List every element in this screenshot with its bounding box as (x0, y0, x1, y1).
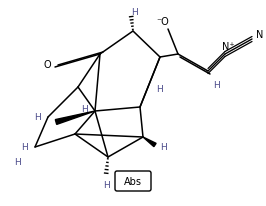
Text: H: H (156, 85, 162, 94)
Text: H: H (21, 143, 27, 152)
Text: H: H (213, 81, 219, 90)
FancyBboxPatch shape (115, 171, 151, 191)
Text: H: H (81, 104, 87, 113)
Text: N: N (256, 30, 264, 40)
Text: H: H (103, 181, 109, 190)
Polygon shape (143, 137, 156, 147)
Text: H: H (160, 143, 166, 152)
Text: H: H (131, 7, 137, 16)
Text: H: H (14, 158, 20, 167)
Text: ⁻O: ⁻O (157, 17, 169, 27)
Text: O: O (43, 60, 51, 70)
Text: H: H (34, 113, 40, 122)
Text: N⁺: N⁺ (222, 42, 234, 52)
Text: Abs: Abs (124, 176, 142, 186)
Polygon shape (55, 111, 95, 125)
